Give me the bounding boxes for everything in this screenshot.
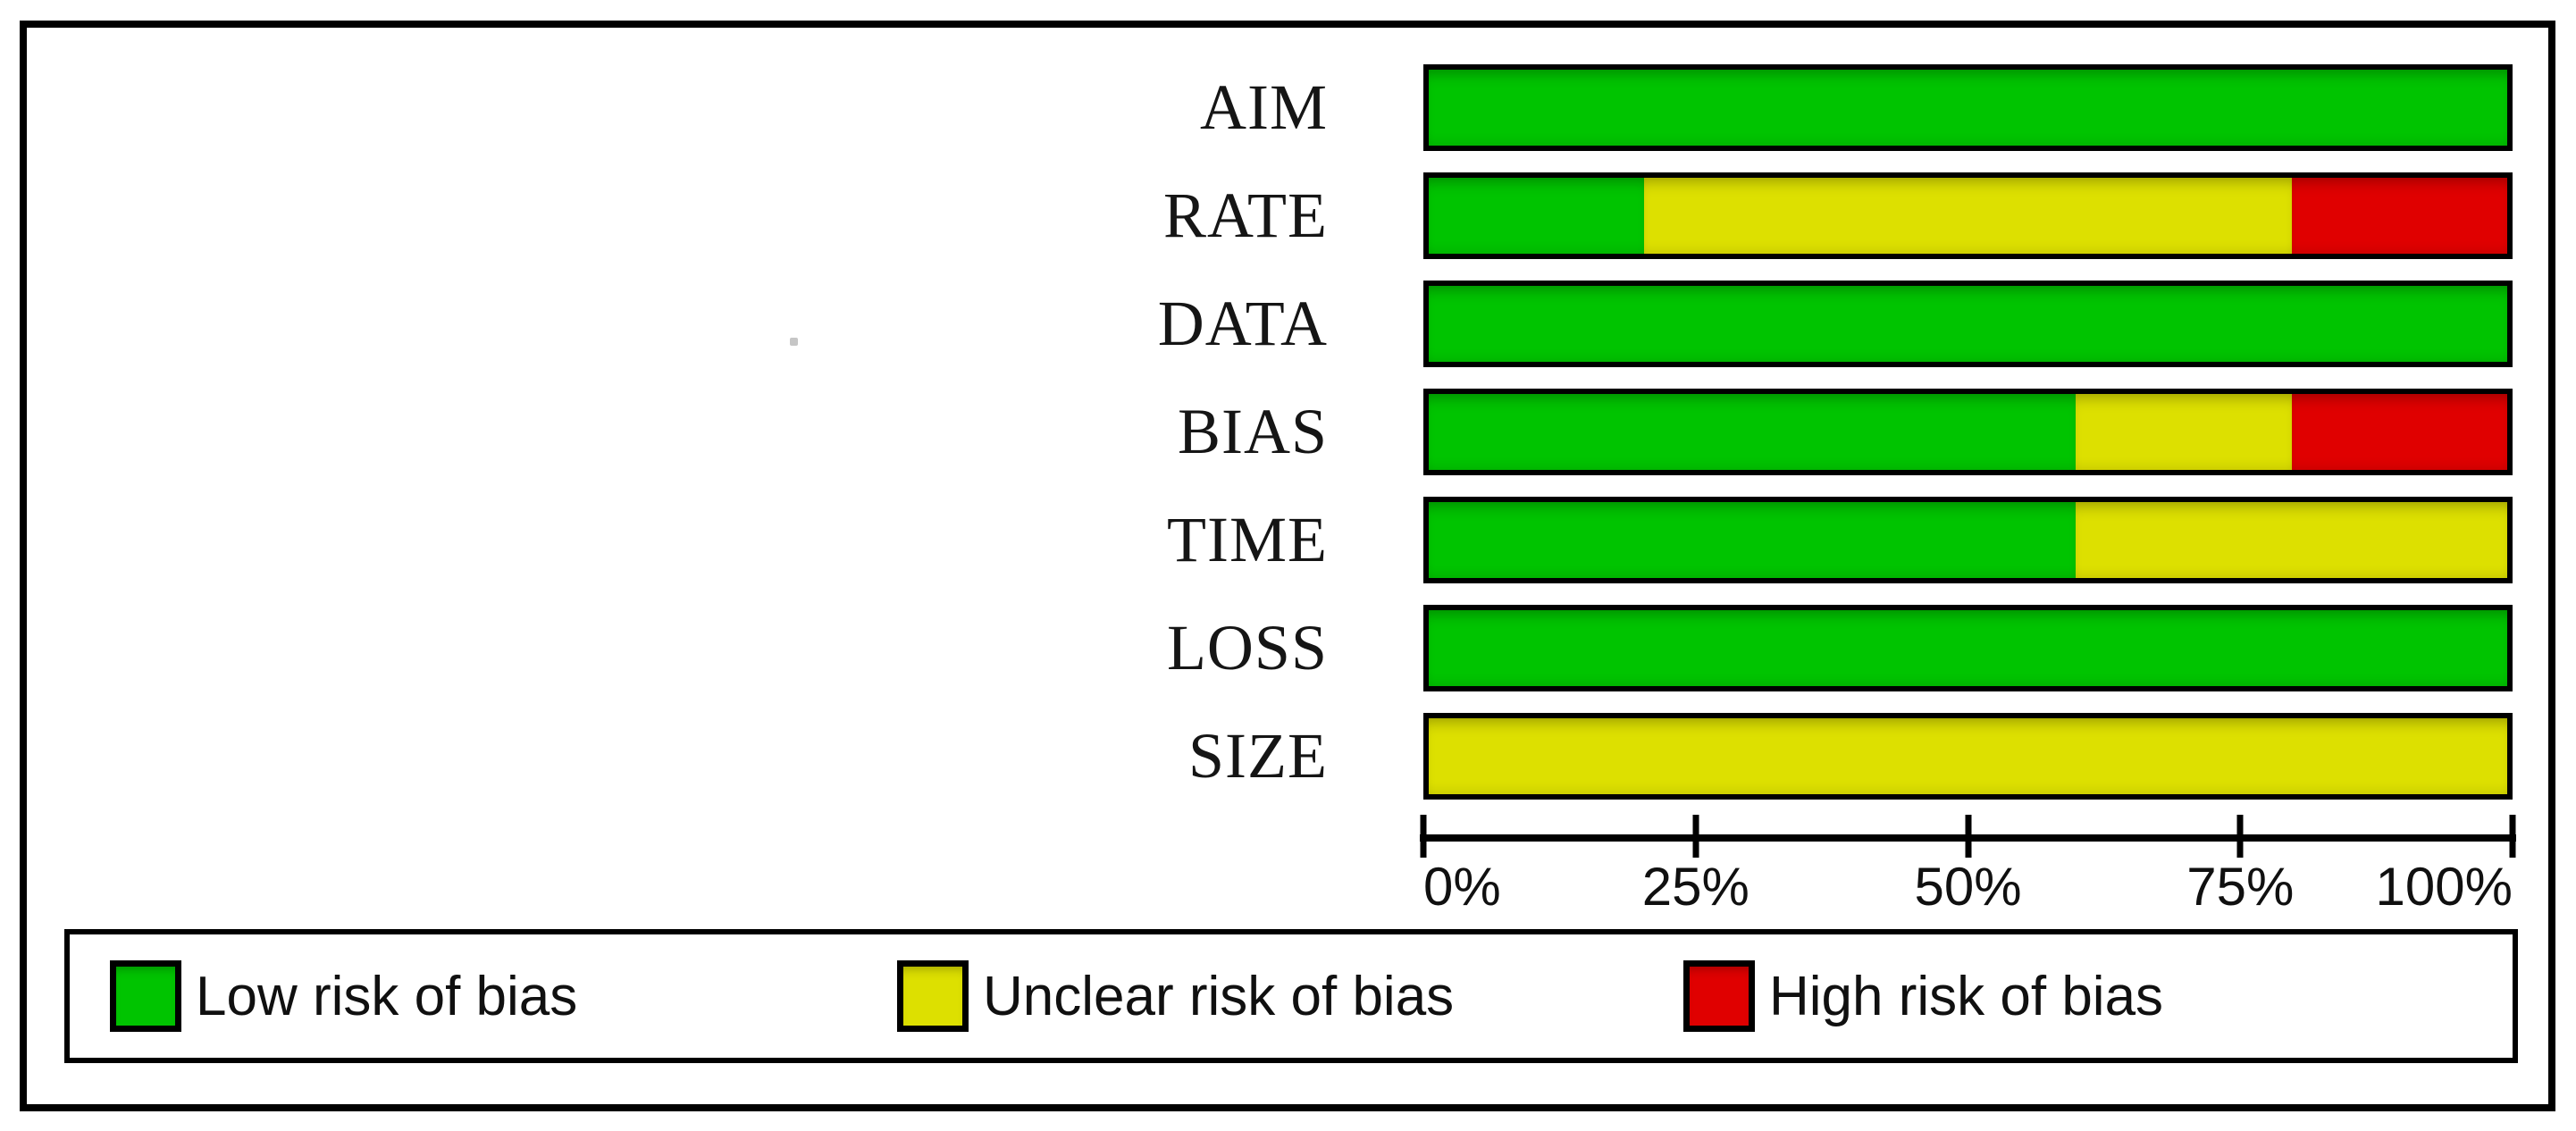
bar-segment-high	[2291, 394, 2507, 470]
legend-item-unclear-risk: Unclear risk of bias	[897, 934, 1454, 1058]
x-axis-tick-label-25: 25%	[1641, 857, 1749, 917]
legend-item-high-risk: High risk of bias	[1683, 934, 2163, 1058]
speck-artifact	[790, 338, 798, 346]
bar-segment-low	[1429, 502, 2077, 578]
stacked-bar-loss	[1423, 605, 2513, 691]
x-axis-tick-25	[1692, 815, 1699, 858]
high-risk-swatch-icon	[1683, 960, 1755, 1032]
category-label-time: TIME	[1167, 504, 1328, 575]
category-label-size: SIZE	[1188, 720, 1328, 792]
bar-segment-low	[1429, 70, 2507, 146]
bar-segment-low	[1429, 610, 2507, 686]
category-label-bias: BIAS	[1177, 396, 1328, 467]
x-axis-tick-label-0: 0%	[1423, 857, 1501, 917]
x-axis-tick-75	[2236, 815, 2244, 858]
bar-segment-unclear	[1429, 718, 2507, 794]
bar-segment-high	[2291, 178, 2507, 254]
x-axis-tick-label-100: 100%	[2375, 857, 2513, 917]
stacked-bar-rate	[1423, 172, 2513, 259]
bar-segment-low	[1429, 286, 2507, 362]
legend-label-unclear-risk: Unclear risk of bias	[983, 965, 1455, 1027]
bar-segment-low	[1429, 394, 2077, 470]
bar-segment-unclear	[2076, 394, 2292, 470]
category-label-aim: AIM	[1200, 71, 1328, 143]
x-axis-tick-label-50: 50%	[1914, 857, 2022, 917]
legend-item-low-risk: Low risk of bias	[110, 934, 577, 1058]
stacked-bar-data	[1423, 281, 2513, 367]
stacked-bar-size	[1423, 713, 2513, 800]
bar-segment-unclear	[2076, 502, 2507, 578]
figure-border	[20, 21, 2555, 1111]
bar-segment-low	[1429, 178, 1645, 254]
legend: Low risk of bias Unclear risk of bias Hi…	[64, 929, 2518, 1063]
stacked-bar-aim	[1423, 64, 2513, 151]
low-risk-swatch-icon	[110, 960, 181, 1032]
legend-label-low-risk: Low risk of bias	[196, 965, 578, 1027]
stacked-bar-time	[1423, 497, 2513, 583]
category-label-data: DATA	[1157, 288, 1328, 359]
stacked-bar-bias	[1423, 389, 2513, 475]
x-axis-tick-50	[1965, 815, 1971, 858]
x-axis-tick-100	[2509, 815, 2516, 858]
x-axis-tick-0	[1420, 815, 1427, 858]
unclear-risk-swatch-icon	[897, 960, 969, 1032]
category-label-rate: RATE	[1163, 180, 1328, 251]
plot-area: 0% 25% 50% 75% 100%	[1420, 0, 2516, 1131]
category-label-loss: LOSS	[1166, 612, 1328, 683]
bar-segment-unclear	[1644, 178, 2292, 254]
legend-label-high-risk: High risk of bias	[1769, 965, 2164, 1027]
x-axis-tick-label-75: 75%	[2186, 857, 2295, 917]
